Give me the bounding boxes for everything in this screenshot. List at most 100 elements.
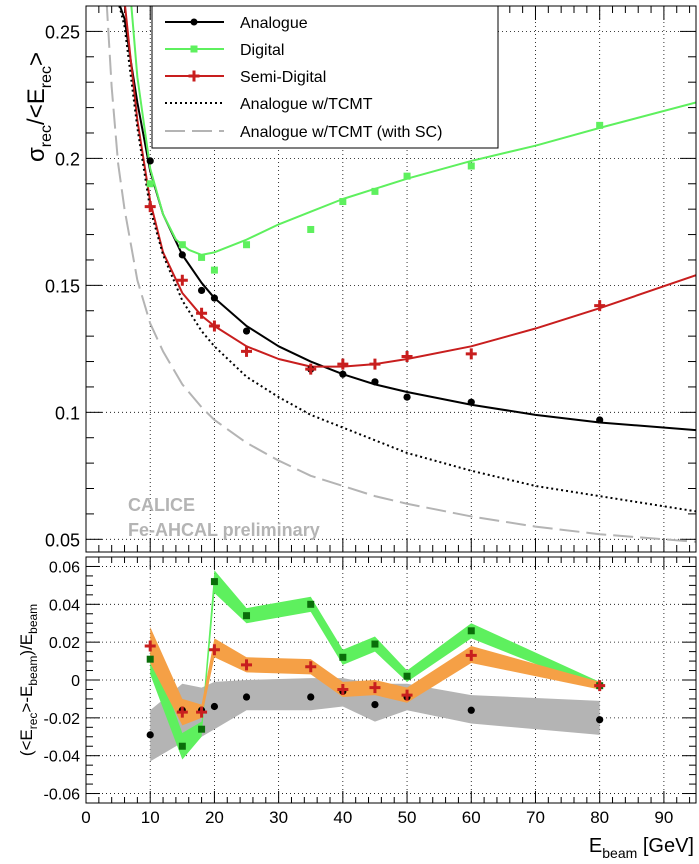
error-band-analogue: [150, 678, 600, 762]
deviation-point-digital-25: [243, 612, 251, 620]
x-tick-label-70: 70: [526, 808, 545, 827]
linearity-error-bands: [150, 570, 600, 762]
deviation-point-digital-20: [210, 578, 218, 586]
data-point-semi-digital-20: [208, 320, 220, 332]
linearity-y-axis-title-a: (<E: [17, 729, 36, 756]
deviation-point-semi-digital-35: [305, 661, 317, 673]
data-point-semi-digital-18: [196, 307, 208, 319]
legend-entry-semi-digital: Semi-Digital: [165, 69, 326, 86]
deviation-point-digital-45: [371, 640, 379, 648]
y-tick-label-top-0-2: 0.2: [55, 149, 80, 169]
data-point-analogue-45: [371, 378, 379, 386]
legend-analogue-tcmt-label: Analogue w/TCMT: [240, 96, 373, 113]
y-tick-label-top-0-25: 0.25: [45, 22, 80, 42]
data-point-analogue-20: [210, 294, 219, 302]
deviation-point-semi-digital-80: [594, 680, 606, 692]
deviation-point-semi-digital-45: [369, 682, 381, 694]
data-point-digital-15: [178, 241, 186, 249]
x-tick-label-30: 30: [269, 808, 288, 827]
y-tick-label-bottom-0: 0: [71, 673, 80, 690]
data-point-semi-digital-60: [465, 348, 477, 360]
deviation-point-semi-digital-18: [196, 706, 208, 718]
error-band-semi-digital: [150, 627, 600, 726]
resolution-y-axis-title-end: >: [23, 52, 50, 66]
y-tick-label-bottom-0-02: 0.02: [49, 635, 80, 652]
y-tick-label-bottom-0-04: -0.04: [44, 749, 81, 766]
legend-semi-digital-marker: [188, 70, 200, 82]
data-point-semi-digital-40: [337, 358, 349, 370]
data-point-digital-80: [596, 121, 604, 129]
deviation-point-analogue-20: [210, 702, 219, 711]
y-tick-label-top-0-1: 0.1: [55, 403, 80, 423]
y-tick-label-top-0-05: 0.05: [45, 530, 80, 550]
data-point-analogue-40: [339, 370, 347, 378]
legend-entry-digital: Digital: [165, 42, 284, 59]
deviation-point-analogue-35: [307, 693, 315, 701]
legend: Analogue Digital Semi-Digital Analogue w…: [151, 5, 499, 149]
deviation-point-digital-15: [178, 742, 186, 750]
resolution-data-points: [144, 121, 606, 424]
data-point-semi-digital-80: [594, 300, 606, 312]
deviation-point-digital-40: [339, 653, 347, 661]
y-tick-label-bottom-0-04: 0.04: [49, 597, 80, 614]
fit-curve-digital: [130, 6, 696, 256]
resolution-y-tick-labels: 0.05 0.1 0.15 0.2 0.25: [45, 22, 80, 550]
legend-entry-analogue-tcmt: Analogue w/TCMT: [165, 96, 373, 113]
data-point-digital-10: [146, 180, 154, 188]
deviation-point-digital-18: [198, 725, 206, 733]
resolution-y-axis-title-sub1: rec: [38, 125, 55, 147]
legend-semi-digital-label: Semi-Digital: [240, 69, 326, 86]
calice-label-line1: CALICE: [128, 495, 195, 515]
x-axis-title: Ebeam [GeV]: [589, 835, 694, 861]
resolution-y-axis-title-main: σ: [23, 147, 50, 162]
fit-curve-semi-digital: [124, 6, 696, 368]
y-tick-label-bottom-0-02: -0.02: [44, 711, 81, 728]
data-point-analogue-60: [467, 398, 475, 406]
x-tick-label-50: 50: [398, 808, 417, 827]
data-point-semi-digital-35: [305, 363, 317, 375]
legend-entry-analogue-tcmt-sc: Analogue w/TCMT (with SC): [165, 124, 442, 141]
x-tick-label-40: 40: [333, 808, 352, 827]
legend-analogue-tcmt-sc-label: Analogue w/TCMT (with SC): [240, 124, 442, 141]
legend-entry-analogue: Analogue: [165, 15, 308, 32]
deviation-point-analogue-25: [242, 693, 251, 701]
linearity-y-axis-title-a-sub: rec: [26, 713, 40, 730]
data-point-semi-digital-10: [144, 201, 156, 213]
deviation-point-semi-digital-40: [337, 683, 349, 695]
deviation-point-digital-60: [467, 627, 475, 635]
data-point-analogue-25: [242, 327, 251, 335]
resolution-panel: CALICE Fe-AHCAL preliminary 0.050.10.150…: [23, 5, 697, 553]
linearity-y-axis-title-c: )/E: [17, 634, 36, 656]
resolution-y-axis-title: σrec/<Erec>: [23, 52, 55, 162]
deviation-point-semi-digital-10: [144, 640, 156, 652]
calice-label: CALICE Fe-AHCAL preliminary: [128, 495, 320, 540]
x-tick-label-20: 20: [205, 808, 224, 827]
legend-digital-label: Digital: [240, 42, 284, 59]
x-axis-title-sub: beam: [602, 845, 637, 861]
x-tick-label-90: 90: [654, 808, 673, 827]
y-tick-label-bottom-0-06: 0.06: [49, 559, 80, 576]
deviation-point-digital-35: [307, 600, 315, 608]
x-tick-label-10: 10: [141, 808, 160, 827]
deviation-point-semi-digital-60: [465, 649, 477, 661]
data-point-analogue-18: [197, 286, 206, 295]
linearity-x-tick-labels: 0 10 20 30 40 50 60 70 80 90: [81, 808, 673, 827]
x-tick-label-0: 0: [81, 808, 90, 827]
data-point-digital-60: [467, 162, 475, 170]
resolution-y-axis-title-sub2: rec: [38, 66, 55, 88]
deviation-point-semi-digital-50: [401, 689, 413, 701]
data-point-digital-20: [210, 266, 218, 274]
data-point-analogue-50: [403, 393, 411, 401]
x-tick-label-80: 80: [590, 808, 609, 827]
deviation-point-analogue-10: [146, 731, 154, 739]
deviation-point-semi-digital-25: [241, 659, 253, 671]
deviation-point-digital-10: [146, 655, 154, 663]
deviation-point-analogue-45: [371, 701, 379, 709]
fit-curve-analogue-w-tcmt-with-sc: [105, 6, 696, 543]
deviation-point-analogue-60: [467, 706, 475, 714]
linearity-y-axis-title-b: >-E: [17, 686, 36, 713]
data-point-analogue-15: [178, 251, 186, 259]
data-point-digital-40: [339, 198, 347, 206]
deviation-point-digital-50: [403, 672, 411, 680]
